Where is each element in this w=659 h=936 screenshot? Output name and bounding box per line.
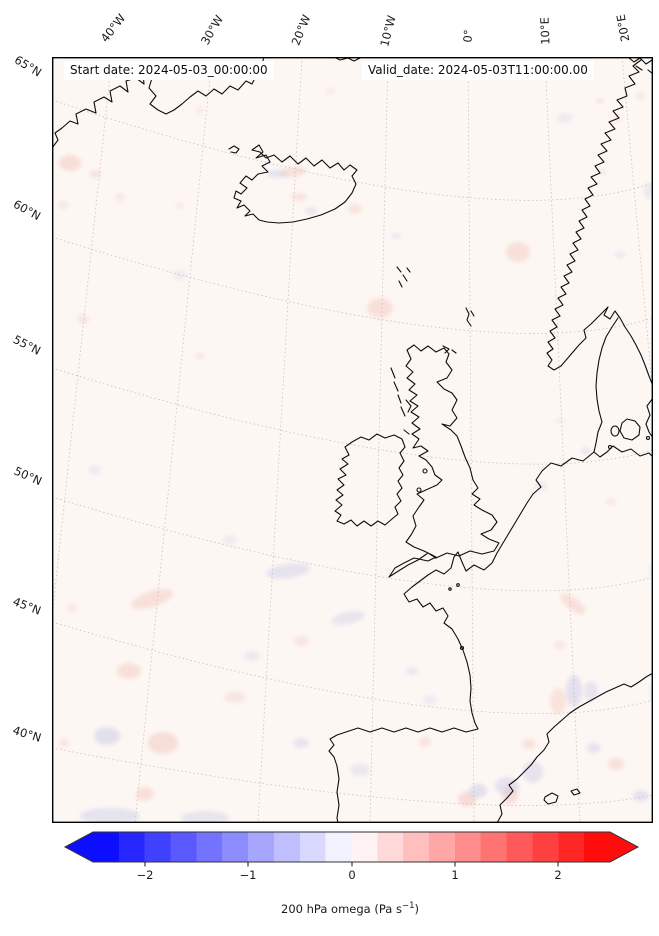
top-axis-label-40w: 40°W: [97, 11, 129, 45]
top-axis-label-0: 0°: [460, 28, 476, 44]
coastline-faroes: [396, 266, 411, 288]
coastline-ireland: [334, 433, 406, 527]
left-axis-label-55n: 55°N: [10, 332, 44, 358]
coastline-shetland-orkney: [442, 307, 475, 354]
valid-date-label: Valid_date: 2024-05-03T11:00:00.00: [362, 61, 594, 80]
map-panel: [52, 57, 653, 823]
coastline-channel-island-1: [456, 583, 460, 587]
colorbar-label-exponent: −1: [401, 901, 415, 911]
left-axis-label-60n: 60°N: [10, 196, 44, 224]
top-axis-label-10w: 10°W: [377, 13, 399, 49]
gridlines: [52, 57, 653, 823]
coastline-jan-mayen: [228, 145, 240, 154]
colorbar-tick-1: 1: [451, 868, 459, 882]
coastline-funen: [610, 425, 620, 437]
colorbar-tick-marks: [144, 862, 559, 867]
map-frame: [52, 57, 653, 823]
coastline-islet-2: [607, 444, 613, 450]
colorbar-tick-neg1: −1: [239, 868, 257, 882]
coastline-great-britain: [388, 344, 500, 578]
top-axis-label-20w: 20°W: [288, 12, 314, 48]
top-axis-label-30w: 30°W: [197, 12, 227, 48]
coastline-hebrides: [390, 367, 412, 435]
coastline-balearics: [543, 788, 581, 805]
top-axis-label-20e: 20°E: [613, 13, 633, 43]
coastline-anglesey: [416, 487, 422, 493]
colorbar-tick-neg2: −2: [136, 868, 154, 882]
colorbar-tick-2: 2: [554, 868, 562, 882]
left-axis-label-45n: 45°N: [10, 594, 44, 618]
left-axis-label-65n: 65°N: [11, 52, 45, 80]
colorbar-label: 200 hPa omega (Pa s−1): [281, 901, 419, 916]
top-axis-label-10e: 10°E: [537, 16, 553, 46]
colorbar-tick-0: 0: [348, 868, 356, 882]
coastline-danish-islands: [619, 418, 641, 441]
colorbar: [63, 831, 640, 867]
coastline-norway-sweden: [546, 59, 653, 439]
colorbar-bar: [63, 831, 640, 863]
coastline-islet-1: [645, 435, 651, 441]
coastline-iceland: [233, 144, 358, 224]
coastline-continent-west-europe: [328, 451, 595, 823]
left-axis-label-40n: 40°N: [11, 723, 43, 745]
start-date-label: Start date: 2024-05-03_00:00:00: [64, 61, 274, 80]
coastline-channel-island-2: [448, 587, 452, 591]
coastline-isle-of-man: [422, 468, 428, 474]
colorbar-label-suffix: ): [414, 901, 419, 916]
coastline-denmark: [593, 317, 653, 458]
colorbar-label-prefix: 200 hPa omega (Pa s: [281, 901, 402, 916]
left-axis-label-50n: 50°N: [11, 463, 45, 489]
coastline-mediterranean-spain-france: [496, 672, 653, 823]
omega-field-blobs: [58, 88, 653, 823]
coastline-belle-ile: [459, 645, 465, 651]
